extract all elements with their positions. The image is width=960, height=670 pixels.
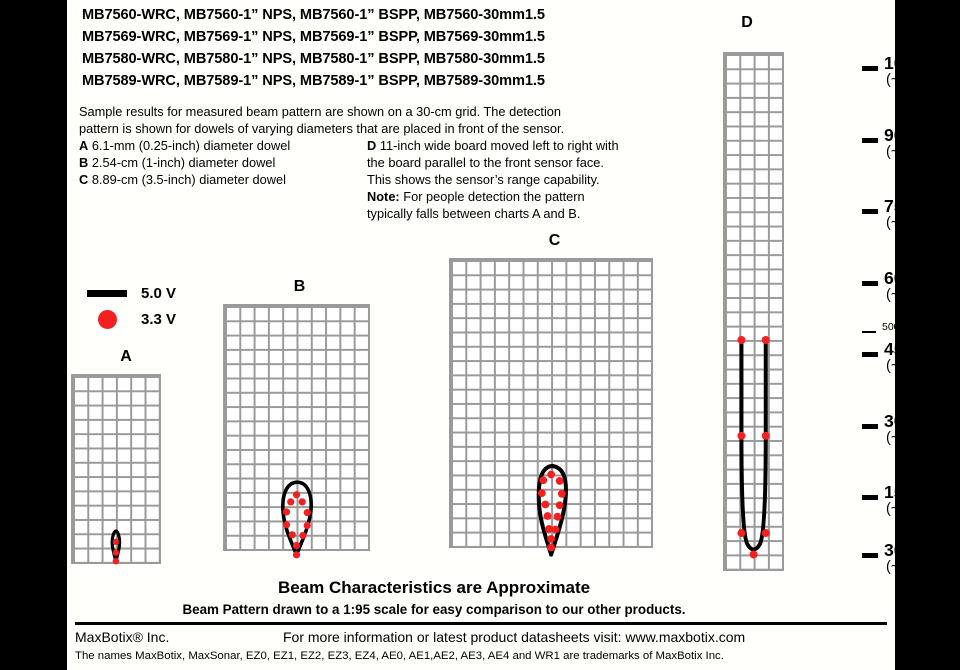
tick-mark-icon — [862, 495, 878, 501]
tick-label-cm: 750 cm — [884, 196, 944, 217]
board-note-text: typically falls between charts A and B. — [367, 205, 581, 221]
board-note-text: the board parallel to the front sensor f… — [367, 155, 604, 171]
tick-label-cm: 450 cm — [884, 339, 944, 360]
black-bar-icon — [87, 289, 127, 297]
chart-c-grid — [449, 258, 654, 548]
tick-label-cm: 600 cm — [884, 267, 944, 288]
board-note-key: D — [367, 138, 377, 154]
chart-d: D — [707, 8, 787, 580]
dowel-key: A — [79, 138, 89, 154]
tick-mark-icon — [862, 137, 878, 143]
board-note-text: 11-inch wide board moved left to right w… — [379, 138, 619, 154]
chart-c-beam — [536, 464, 568, 557]
chart-b-label: B — [293, 278, 306, 295]
chart-a-beam — [110, 529, 122, 565]
chart-b: B — [217, 278, 382, 580]
board-note-text: This shows the sensor’s range capability… — [367, 172, 600, 187]
board-note-line: D 11-inch wide board moved left to right… — [367, 138, 717, 155]
tick-label-ft: (~10 ft.) — [886, 429, 937, 446]
description-intro-line: Sample results for measured beam pattern… — [79, 104, 562, 119]
approximate-note: Beam Characteristics are Approximate — [277, 578, 591, 597]
tick-label-ft: (~25 ft.) — [886, 215, 937, 232]
tick-mark-icon — [862, 280, 878, 286]
dowel-text: 6.1-mm (0.25-inch) diameter dowel — [91, 138, 291, 154]
chart-d-beam — [737, 336, 770, 559]
chart-d-grid — [723, 52, 785, 571]
legend-label: 5.0 V — [141, 284, 177, 302]
tick-label-cm: 900 cm — [884, 124, 944, 145]
chart-c-label: C — [548, 232, 561, 249]
board-note-line: typically falls between charts A and B. — [367, 206, 717, 223]
tick-label-ft: (~1 ft.) — [886, 558, 929, 575]
board-note-line: This shows the sensor’s range capability… — [367, 172, 717, 189]
chart-b-grid — [223, 304, 370, 552]
board-note-line: the board parallel to the front sensor f… — [367, 155, 717, 172]
description-block: Sample results for measured beam pattern… — [79, 104, 729, 222]
chart-a: A — [67, 348, 185, 580]
dowel-text: 8.89-cm (3.5-inch) diameter dowel — [91, 172, 286, 187]
product-title-line: MB7560-WRC, MB7560-1” NPS, MB7560-1” BSP… — [82, 7, 545, 23]
trademark-note: The names MaxBotix, MaxSonar, EZ0, EZ1, … — [75, 650, 724, 662]
legend-item-5v: 5.0 V — [87, 280, 176, 306]
description-intro-line: pattern is shown for dowels of varying d… — [79, 121, 565, 137]
tick-label-cm: 1050 cm — [884, 53, 954, 74]
tick-label-cm: 150 cm — [884, 482, 944, 503]
red-dot-icon — [97, 309, 117, 329]
chart-c: C — [437, 232, 672, 580]
tick-mark-icon — [862, 330, 876, 333]
tick-label-cm: 300 cm — [884, 410, 944, 431]
tick-mark-icon — [862, 552, 878, 558]
chart-a-label: A — [120, 348, 132, 365]
tick-label-ft: (~34 ft.) — [886, 72, 937, 89]
board-note-line: Note: For people detection the pattern — [367, 189, 717, 206]
product-title-line: MB7589-WRC, MB7589-1” NPS, MB7589-1” BSP… — [82, 73, 545, 89]
dowel-legend-list: A 6.1-mm (0.25-inch) diameter dowel B 2.… — [79, 138, 367, 222]
tick-mark-icon — [862, 209, 878, 215]
tick-mark-icon — [862, 352, 878, 358]
voltage-legend: 5.0 V 3.3 V — [87, 280, 176, 332]
footer-divider — [75, 622, 887, 625]
tick-mark-icon — [862, 66, 878, 72]
footer-info: For more information or latest product d… — [283, 629, 746, 645]
product-title-list: MB7560-WRC, MB7560-1” NPS, MB7560-1” BSP… — [82, 4, 732, 92]
board-note-text: For people detection the pattern — [403, 188, 585, 204]
board-note-list: D 11-inch wide board moved left to right… — [367, 138, 717, 222]
tick-label-ft: (~5 ft.) — [886, 501, 929, 518]
chart-d-label: D — [741, 14, 753, 31]
product-title-line: MB7569-WRC, MB7569-1” NPS, MB7569-1” BSP… — [82, 29, 545, 45]
scale-note: Beam Pattern drawn to a 1:95 scale for e… — [182, 602, 686, 617]
dowel-legend-item: C 8.89-cm (3.5-inch) diameter dowel — [79, 172, 367, 189]
tick-label-cm: 500 cm — [882, 320, 917, 333]
tick-mark-icon — [862, 423, 878, 429]
note-key: Note: — [367, 188, 400, 204]
dowel-legend-item: A 6.1-mm (0.25-inch) diameter dowel — [79, 138, 367, 155]
dowel-key: C — [79, 172, 89, 187]
product-title-line: MB7580-WRC, MB7580-1” NPS, MB7580-1” BSP… — [82, 51, 545, 67]
tick-label-cm: 30 cm — [884, 539, 934, 560]
dowel-key: B — [79, 155, 89, 171]
legend-label: 3.3 V — [141, 310, 177, 328]
dowel-legend-item: B 2.54-cm (1-inch) diameter dowel — [79, 155, 367, 172]
tick-label-ft: (~20 ft.) — [886, 286, 937, 303]
tick-label-ft: (~30 ft.) — [886, 143, 937, 160]
company-name: MaxBotix® Inc. — [75, 629, 170, 645]
tick-label-ft: (~15 ft.) — [886, 358, 937, 375]
dowel-text: 2.54-cm (1-inch) diameter dowel — [91, 155, 276, 171]
datasheet-sheet: MB7560-WRC, MB7560-1” NPS, MB7560-1” BSP… — [67, 0, 953, 670]
legend-item-33v: 3.3 V — [87, 306, 176, 332]
chart-b-beam — [281, 480, 314, 559]
